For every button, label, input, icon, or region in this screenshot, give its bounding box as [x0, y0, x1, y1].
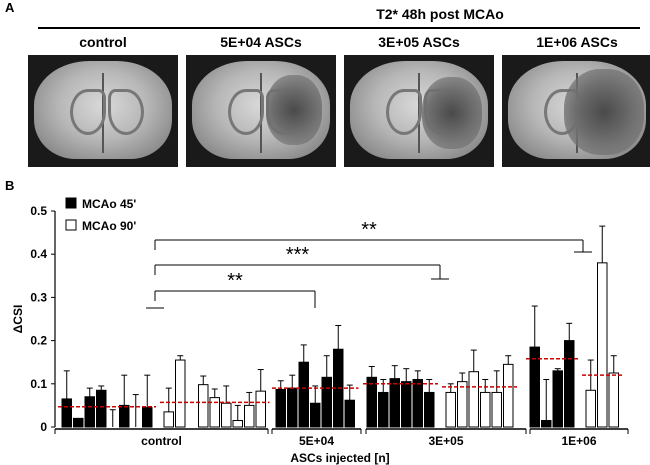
- bar: [321, 376, 332, 428]
- bar: [468, 371, 479, 428]
- bar: [564, 340, 575, 428]
- bar: [366, 376, 377, 428]
- y-tick-label: 0.1: [30, 377, 47, 391]
- bar: [255, 390, 266, 428]
- bar: [445, 391, 456, 428]
- bar: [412, 378, 423, 428]
- x-group-label: 1E+06: [561, 434, 596, 448]
- x-group-label: 3E+05: [428, 434, 463, 448]
- bar: [552, 370, 563, 428]
- mri-label-1e06: 1E+06 ASCs: [536, 34, 618, 50]
- bar: [310, 402, 321, 428]
- legend-swatch: [65, 219, 77, 231]
- legend-label: MCAo 45': [82, 197, 136, 211]
- bar: [389, 378, 400, 428]
- x-group-label: 5E+04: [299, 434, 334, 448]
- y-tick-label: 0.4: [30, 247, 47, 261]
- mri-label-3e05: 3E+05 ASCs: [378, 34, 460, 50]
- mri-image-3e05: [344, 55, 494, 167]
- bar: [221, 402, 232, 428]
- significance-label: ***: [286, 244, 310, 266]
- panel-b-letter: B: [5, 178, 15, 193]
- legend-swatch: [65, 197, 77, 209]
- y-tick-label: 0: [40, 420, 47, 434]
- bar: [232, 420, 243, 428]
- panel-a-letter: A: [5, 0, 15, 15]
- y-axis-label: ΔCSI: [11, 305, 25, 334]
- mri-image-control: [28, 55, 178, 167]
- bar: [198, 384, 209, 428]
- bar: [73, 417, 84, 428]
- bar: [244, 404, 255, 428]
- bar: [401, 381, 412, 428]
- bar: [163, 411, 174, 428]
- mri-image-1e06: [502, 55, 650, 167]
- bar: [529, 346, 540, 428]
- bar-chart: 0 0.1 0.2 0.3 0.4 0.5 ΔCSI control 5E+04 3E+05 1E+…: [11, 197, 629, 465]
- bar: [119, 404, 130, 428]
- panel-a-title: T2* 48h post MCAo: [376, 6, 504, 22]
- bar: [344, 399, 355, 428]
- bar: [287, 387, 298, 428]
- bar: [61, 398, 72, 428]
- bar: [175, 359, 186, 428]
- x-group-label: control: [141, 434, 182, 448]
- significance-label: **: [361, 219, 377, 241]
- y-tick-label: 0.2: [30, 334, 47, 348]
- bar: [457, 381, 468, 428]
- bar: [275, 388, 286, 428]
- bar: [142, 407, 153, 428]
- bar: [480, 391, 491, 428]
- bar: [608, 372, 619, 428]
- significance-label: **: [227, 270, 243, 292]
- bar: [491, 391, 502, 428]
- bar: [597, 262, 608, 428]
- bar: [585, 389, 596, 428]
- bar: [298, 361, 309, 428]
- bar: [84, 396, 95, 428]
- bar: [378, 391, 389, 428]
- bar: [503, 363, 514, 428]
- mri-image-5e04: [186, 55, 336, 167]
- bar: [424, 391, 435, 428]
- mri-label-control: control: [79, 34, 127, 50]
- x-axis-label: ASCs injected [n]: [290, 451, 389, 465]
- mri-label-5e04: 5E+04 ASCs: [220, 34, 302, 50]
- panel-a-title-rule: [38, 27, 640, 29]
- y-tick-label: 0.3: [30, 290, 47, 304]
- bar: [541, 420, 552, 428]
- y-tick-label: 0.5: [30, 204, 47, 218]
- legend-label: MCAo 90': [82, 219, 136, 233]
- bar: [96, 389, 107, 428]
